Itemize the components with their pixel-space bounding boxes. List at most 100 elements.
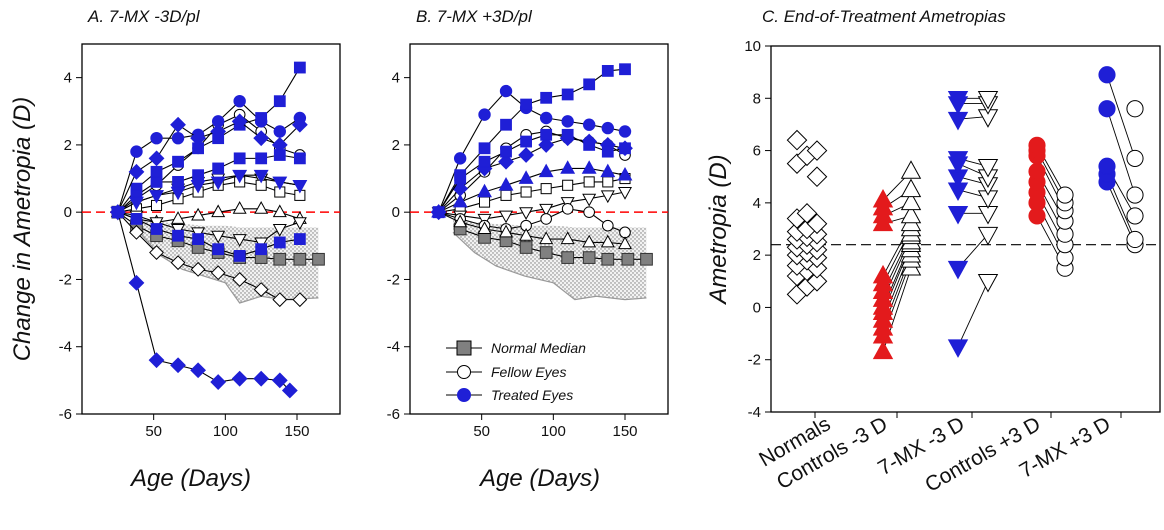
y-tick-label: 0 xyxy=(64,204,72,221)
data-point xyxy=(499,84,513,98)
data-point xyxy=(619,142,631,155)
data-point xyxy=(233,152,246,165)
data-point xyxy=(499,210,514,224)
x-tick-label: 50 xyxy=(145,423,162,440)
y-tick-label: -4 xyxy=(748,404,761,421)
data-point xyxy=(520,186,532,198)
data-point xyxy=(561,115,574,128)
data-point xyxy=(453,214,468,228)
data-point xyxy=(518,170,534,184)
data-point xyxy=(539,246,553,259)
data-point xyxy=(582,118,596,131)
data-point xyxy=(619,226,631,239)
data-point xyxy=(273,236,286,249)
data-point xyxy=(560,231,575,245)
data-point xyxy=(190,179,206,194)
x-tick-label: 150 xyxy=(612,423,637,440)
data-point xyxy=(806,140,828,161)
data-point xyxy=(1126,149,1144,167)
group-7-mx--3-d-fellow xyxy=(977,90,999,293)
series-line xyxy=(117,208,301,223)
series-treated-10 xyxy=(432,128,631,219)
data-point xyxy=(617,236,633,250)
data-point xyxy=(128,274,145,291)
data-point xyxy=(1098,157,1116,175)
panel-b-frame xyxy=(409,43,669,415)
data-point xyxy=(498,177,514,191)
data-point xyxy=(561,202,574,215)
data-point xyxy=(254,201,269,214)
data-point xyxy=(872,264,894,284)
data-point xyxy=(272,204,287,218)
data-point xyxy=(212,162,225,175)
data-point xyxy=(1126,186,1144,204)
panel-c-marks xyxy=(771,66,1160,360)
data-point xyxy=(109,204,126,221)
y-tick-label: 6 xyxy=(753,143,761,160)
panel-a-title: A. 7-MX -3D/pl xyxy=(87,7,201,26)
data-point xyxy=(148,352,165,369)
data-point xyxy=(540,213,552,225)
panel-a-xlabel: Age (Days) xyxy=(129,465,251,492)
data-point xyxy=(272,176,288,191)
series-line xyxy=(117,113,301,213)
series-line xyxy=(117,67,301,213)
data-point xyxy=(170,116,186,133)
data-point xyxy=(583,139,596,151)
y-tick-label: 2 xyxy=(392,137,400,154)
data-point xyxy=(977,226,999,246)
data-point xyxy=(977,90,999,110)
x-tick-label: 150 xyxy=(284,423,309,440)
x-tick-label: 50 xyxy=(473,423,490,440)
data-point xyxy=(786,129,808,151)
data-point xyxy=(253,370,270,387)
data-point xyxy=(211,204,226,218)
series-line xyxy=(117,120,301,213)
panel-b-marks xyxy=(410,63,668,301)
data-point xyxy=(583,78,596,91)
data-point xyxy=(1028,162,1046,181)
data-point xyxy=(292,217,307,231)
legend: Normal Median Fellow Eyes Treated Eyes xyxy=(446,340,586,403)
data-point xyxy=(583,176,595,188)
data-point xyxy=(601,145,614,158)
data-point xyxy=(210,176,226,191)
data-point xyxy=(977,206,999,225)
legend-filled-circle-icon xyxy=(457,388,471,402)
data-point xyxy=(210,374,227,390)
data-point xyxy=(150,176,163,188)
series-line xyxy=(117,211,300,301)
data-point xyxy=(478,108,491,121)
data-point xyxy=(129,196,144,211)
data-point xyxy=(581,160,597,174)
data-point xyxy=(273,125,286,138)
series-line xyxy=(117,212,291,391)
legend-open-circle-icon xyxy=(457,365,471,379)
data-point xyxy=(172,229,184,242)
data-point xyxy=(292,292,308,308)
data-point xyxy=(130,213,143,225)
series-line xyxy=(438,167,626,213)
y-tick-label: 8 xyxy=(753,90,761,107)
data-point xyxy=(947,206,969,225)
data-point xyxy=(900,160,922,179)
panel-a-marks xyxy=(82,61,340,399)
data-point xyxy=(190,362,207,379)
data-point xyxy=(148,150,165,167)
data-point xyxy=(233,250,246,262)
data-point xyxy=(190,261,206,277)
y-tick-label: 0 xyxy=(753,299,761,316)
data-point xyxy=(582,234,597,248)
data-point xyxy=(478,196,491,208)
data-point xyxy=(900,191,922,211)
series-treated-9 xyxy=(109,113,308,221)
pair-connector xyxy=(1106,74,1136,159)
series-line xyxy=(117,211,301,244)
data-point xyxy=(150,223,163,235)
data-point xyxy=(191,207,206,221)
data-point xyxy=(255,243,268,256)
y-tick-label: -6 xyxy=(387,406,400,423)
data-point xyxy=(947,111,969,131)
data-point xyxy=(540,183,552,195)
